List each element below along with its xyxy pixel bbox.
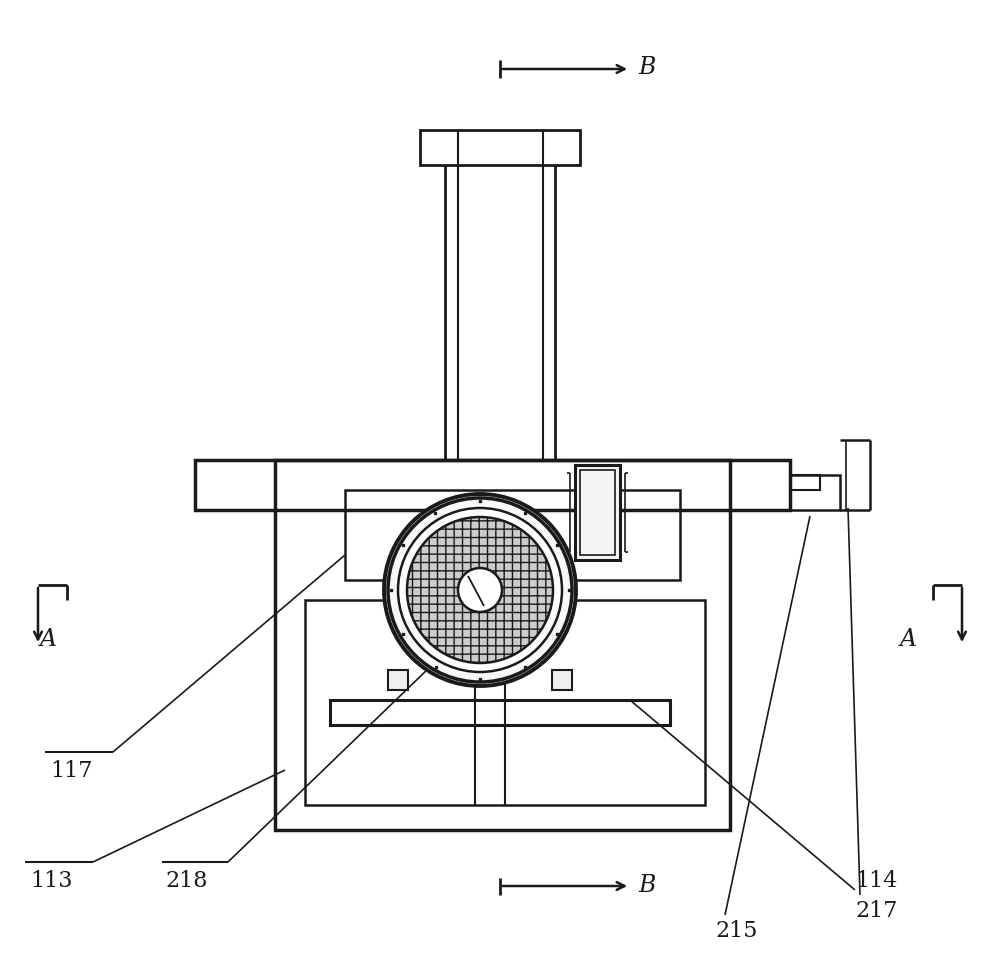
Bar — [195, 460, 790, 510]
Bar — [420, 130, 580, 165]
Text: 117: 117 — [50, 760, 92, 782]
Text: 218: 218 — [165, 870, 208, 892]
Bar — [790, 475, 840, 510]
Text: 114: 114 — [855, 870, 897, 892]
Text: 217: 217 — [855, 900, 897, 922]
Bar — [575, 465, 620, 560]
Bar — [580, 470, 615, 555]
Text: B: B — [638, 874, 655, 896]
Bar — [790, 475, 820, 490]
Text: 113: 113 — [30, 870, 72, 892]
Text: A: A — [40, 628, 56, 652]
Bar — [552, 670, 572, 690]
Text: B: B — [638, 56, 655, 80]
Bar — [388, 670, 408, 690]
Text: A: A — [900, 628, 916, 652]
Circle shape — [384, 494, 576, 686]
Circle shape — [398, 508, 562, 672]
Bar — [275, 460, 730, 830]
Bar — [730, 460, 790, 510]
Bar — [305, 600, 705, 805]
Circle shape — [388, 498, 572, 682]
Bar — [345, 490, 680, 580]
Circle shape — [458, 568, 502, 612]
Bar — [330, 700, 670, 725]
Text: 215: 215 — [715, 920, 757, 942]
Circle shape — [407, 517, 553, 663]
